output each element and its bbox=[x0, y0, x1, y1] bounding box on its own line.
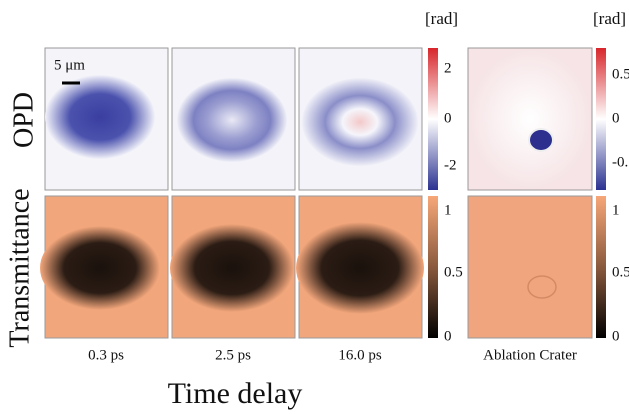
colorbar bbox=[596, 48, 606, 190]
opd-spot bbox=[302, 78, 418, 166]
crater-spot bbox=[528, 128, 554, 152]
colorbar-tick-label: 0 bbox=[612, 110, 620, 126]
transmittance-spot bbox=[40, 226, 160, 310]
colorbar-tick-label: -2 bbox=[444, 157, 457, 173]
colorbar-tick-label: 0 bbox=[444, 328, 452, 344]
colorbar-tick-label: 1 bbox=[444, 202, 452, 218]
x-axis-label: Time delay bbox=[168, 377, 303, 410]
colorbar bbox=[596, 196, 606, 338]
row-label: Transmittance bbox=[4, 188, 35, 347]
column-label: 0.3 ps bbox=[88, 347, 124, 363]
colorbar-tick-label: 0 bbox=[612, 328, 620, 344]
opd-spot bbox=[177, 78, 287, 162]
colorbar-unit: [rad] bbox=[425, 9, 458, 28]
colorbar bbox=[428, 196, 438, 338]
colorbar-tick-label: 0.5 bbox=[612, 66, 629, 82]
colorbar-tick-label: 1 bbox=[612, 202, 620, 218]
crater-transmittance-image bbox=[467, 195, 593, 339]
column-label: 2.5 ps bbox=[215, 347, 251, 363]
scale-bar-label: 5 μm bbox=[54, 57, 85, 73]
colorbar-unit: [rad] bbox=[593, 9, 626, 28]
opd-spot bbox=[45, 75, 155, 159]
colorbar-tick-label: 2 bbox=[444, 60, 452, 76]
colorbar-tick-label: 0 bbox=[444, 110, 452, 126]
transmittance-spot bbox=[170, 224, 294, 312]
colorbar-tick-label: -0.5 bbox=[612, 154, 629, 170]
column-label: Ablation Crater bbox=[483, 347, 577, 363]
column-label: 16.0 ps bbox=[338, 347, 382, 363]
crater-ring bbox=[527, 275, 557, 299]
crater-opd-image bbox=[467, 47, 593, 191]
row-label: OPD bbox=[8, 92, 39, 148]
colorbar-tick-label: 0.5 bbox=[444, 264, 463, 280]
colorbar-tick-label: 0.5 bbox=[612, 264, 629, 280]
transmittance-spot bbox=[296, 222, 424, 314]
colorbar bbox=[428, 48, 438, 190]
